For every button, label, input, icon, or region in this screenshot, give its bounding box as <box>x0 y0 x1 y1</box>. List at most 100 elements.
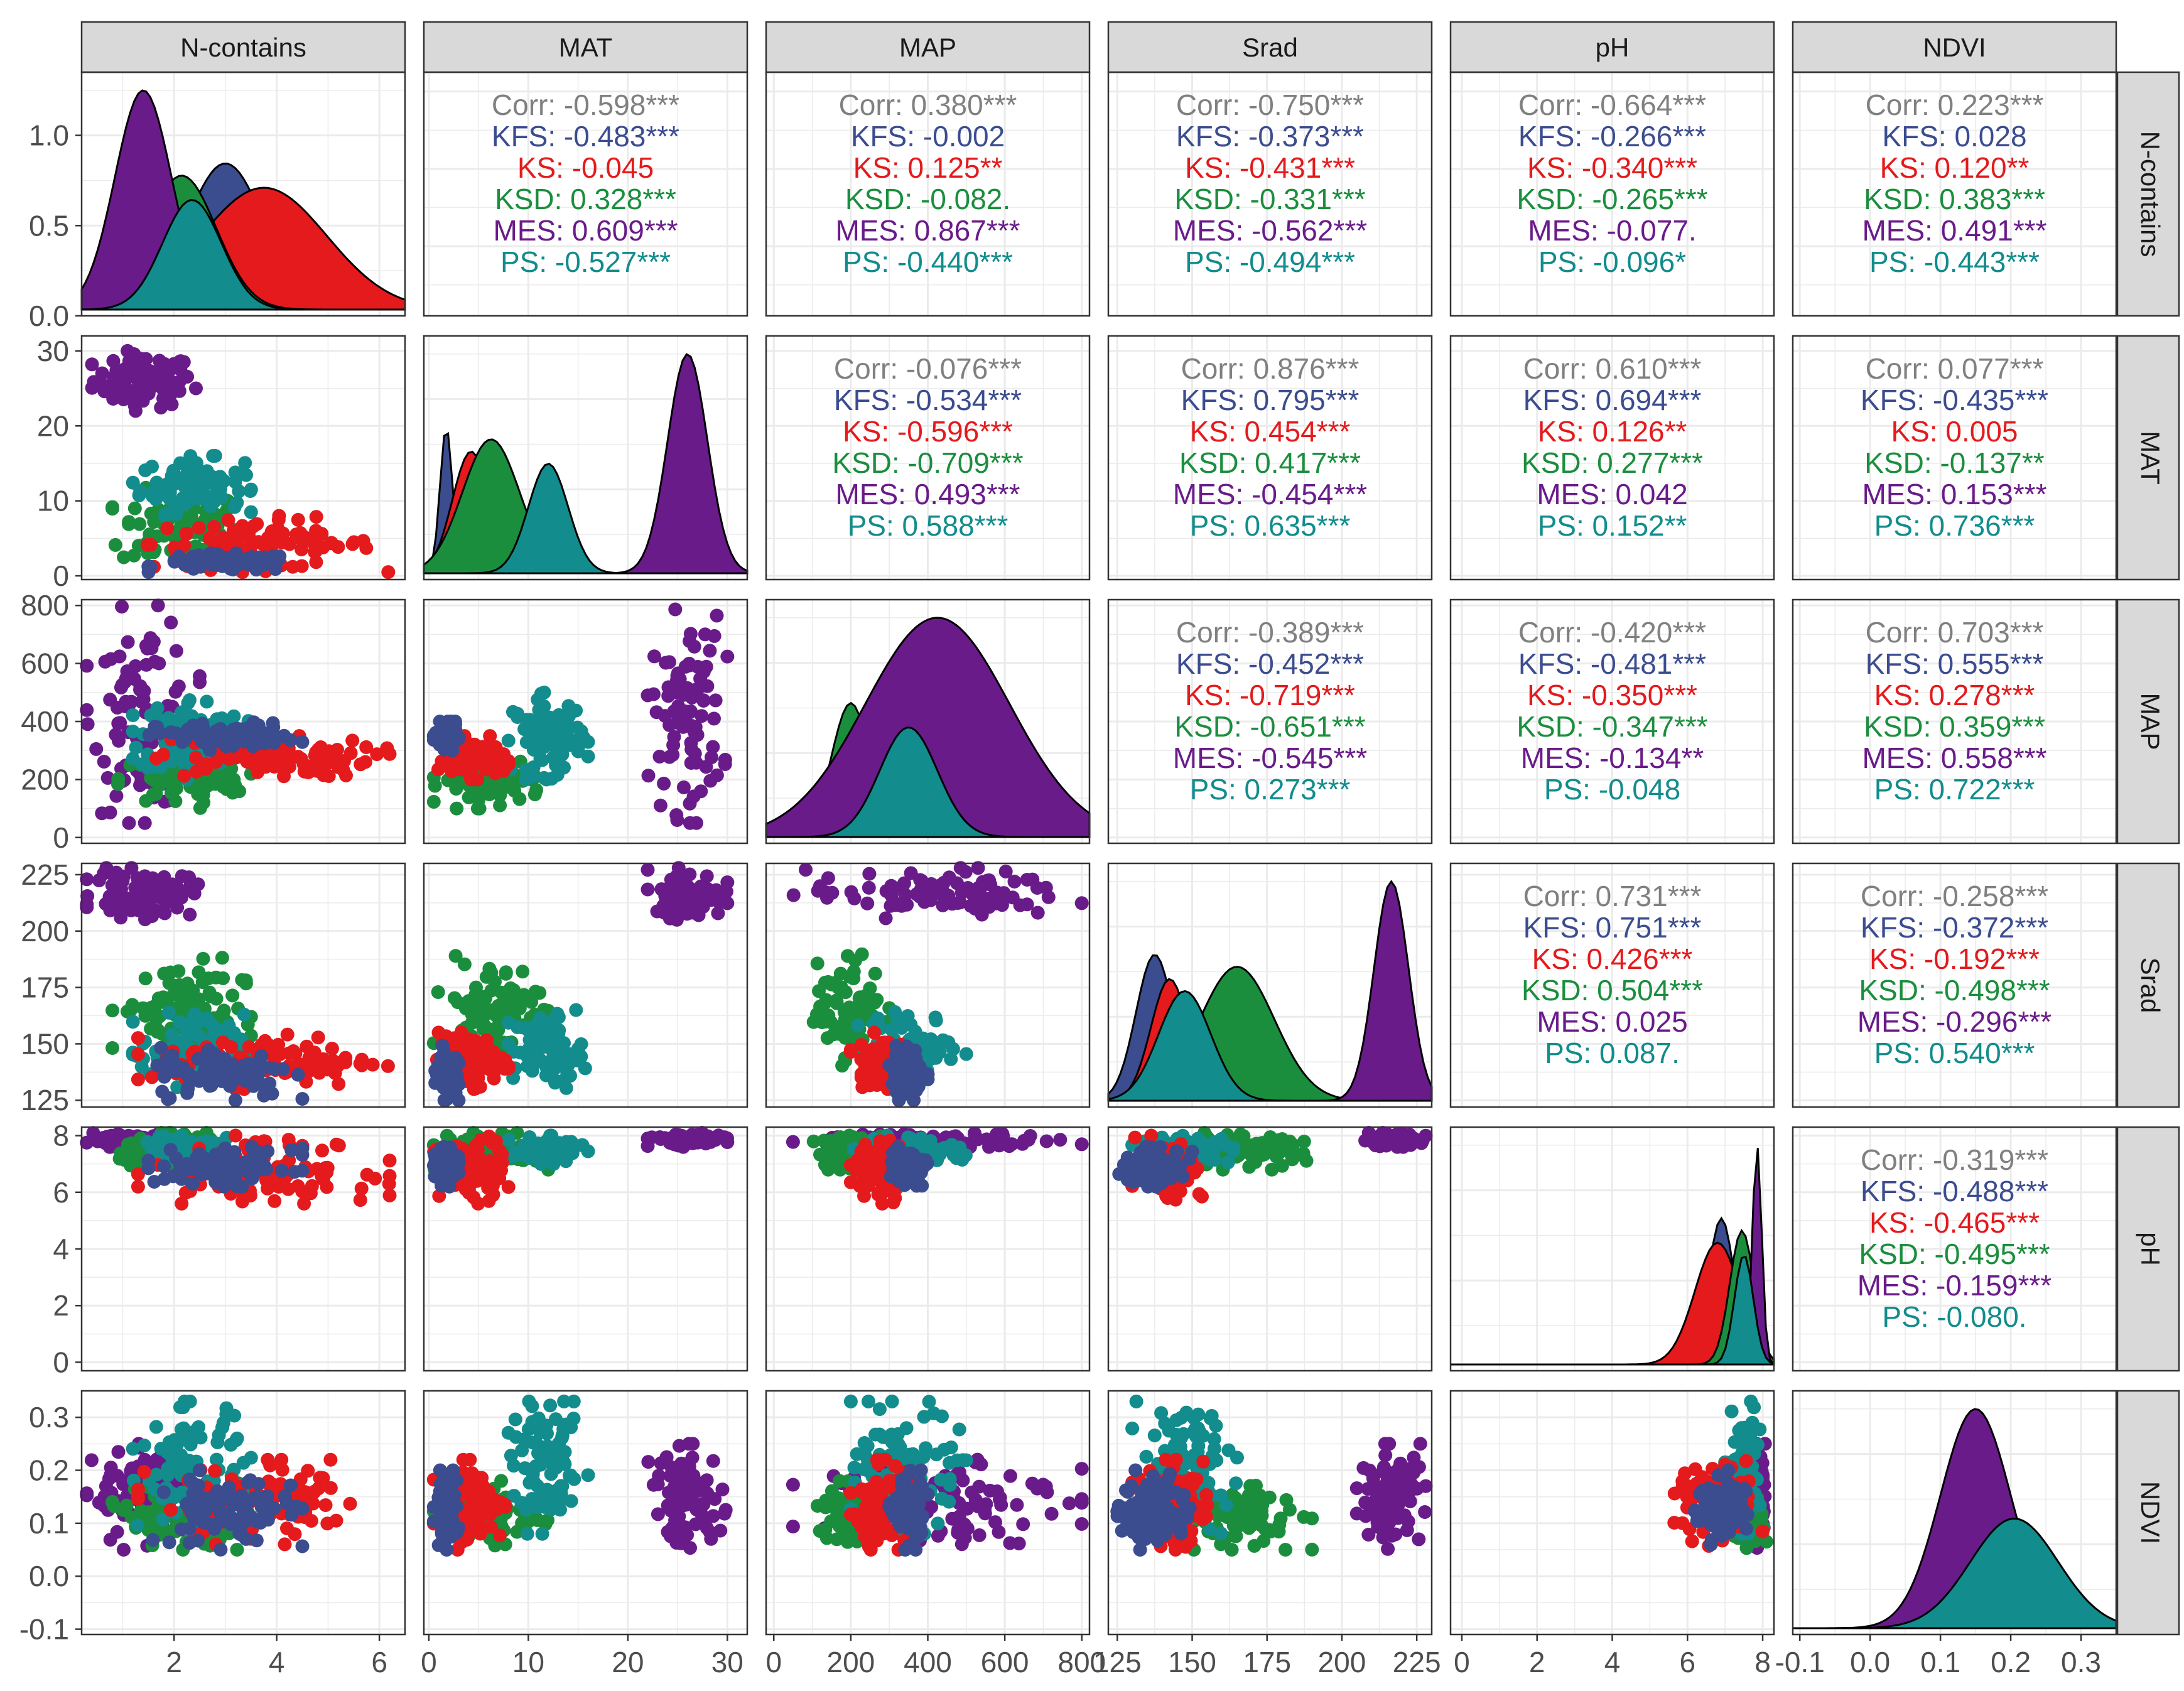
corr-label-mes: MES: -0.454*** <box>1173 478 1367 511</box>
point-ks <box>250 517 264 531</box>
point-ps <box>545 712 560 727</box>
point-mes <box>1025 872 1040 887</box>
corr-label-mes: MES: 0.153*** <box>1862 478 2046 511</box>
corr-label-corr: Corr: -0.664*** <box>1518 89 1706 121</box>
point-ksd <box>216 971 230 985</box>
corr-label-ks: KS: -0.045 <box>517 151 654 184</box>
corr-label-ksd: KSD: -0.331*** <box>1174 183 1365 215</box>
corr-label-ksd: KSD: -0.137** <box>1864 446 2044 479</box>
point-ps <box>182 693 197 707</box>
point-ksd <box>215 951 229 965</box>
point-kfs <box>234 1060 249 1074</box>
point-ks <box>309 745 323 760</box>
point-ksd <box>111 777 125 791</box>
point-ps <box>200 694 214 709</box>
point-mes <box>983 877 998 892</box>
panel-border <box>423 335 749 581</box>
point-ps <box>537 1026 551 1040</box>
corr-label-mes: MES: 0.025 <box>1537 1005 1687 1038</box>
point-ps <box>541 1058 555 1072</box>
point-ksd <box>235 973 249 987</box>
point-kfs <box>908 1150 922 1165</box>
corr-label-ksd: KSD: 0.277*** <box>1522 446 1703 479</box>
point-ps <box>522 770 536 785</box>
point-mes <box>695 709 709 723</box>
point-ks <box>297 1196 311 1211</box>
corr-label-ps: PS: -0.527*** <box>500 246 671 278</box>
corr-label-ks: KS: 0.120** <box>1880 151 2030 184</box>
panel-grid <box>1451 72 1774 316</box>
point-ks <box>354 757 368 772</box>
point-mes <box>657 776 671 791</box>
point-mes <box>169 644 183 658</box>
point-ks <box>359 740 374 754</box>
point-ksd <box>149 1012 164 1027</box>
point-mes <box>696 1130 710 1145</box>
point-mes <box>134 352 149 366</box>
corr-label-corr: Corr: -0.598*** <box>492 89 679 121</box>
corr-label-ksd: KSD: -0.651*** <box>1174 710 1365 743</box>
point-mes <box>786 1135 800 1149</box>
point-ks <box>177 769 192 783</box>
point-kfs <box>295 1164 310 1178</box>
point-ps <box>949 1151 964 1165</box>
point-ksd <box>810 956 824 971</box>
point-ksd <box>450 801 464 816</box>
point-kfs <box>202 730 216 745</box>
point-mes <box>666 748 680 762</box>
point-kfs <box>180 1082 195 1096</box>
corr-label-ks: KS: 0.454*** <box>1190 415 1351 448</box>
point-ps <box>520 1022 534 1037</box>
point-kfs <box>277 729 291 743</box>
point-ps <box>146 485 161 499</box>
point-mes <box>89 742 104 756</box>
point-kfs <box>225 550 239 565</box>
corr-label-ks: KS: -0.350*** <box>1527 679 1697 711</box>
corr-label-corr: Corr: -0.750*** <box>1176 89 1364 121</box>
point-kfs <box>175 1172 189 1186</box>
point-mes <box>152 656 166 671</box>
point-ks <box>308 545 322 559</box>
point-ps <box>889 1019 904 1034</box>
point-ks <box>875 1184 890 1198</box>
point-kfs <box>897 1052 912 1066</box>
point-mes <box>641 688 655 703</box>
point-kfs <box>295 735 310 749</box>
point-ks <box>355 1058 369 1072</box>
point-mes <box>115 600 129 614</box>
point-mes <box>667 910 681 925</box>
scatter-points <box>80 861 395 1108</box>
corr-label-corr: Corr: 0.380*** <box>839 89 1017 121</box>
corr-label-kfs: KFS: -0.002 <box>851 120 1005 153</box>
column-strip <box>1792 21 2117 73</box>
point-mes <box>696 694 711 708</box>
point-ksd <box>499 965 513 980</box>
corr-label-ks: KS: 0.126** <box>1538 415 1687 448</box>
corr-label-ps: PS: -0.494*** <box>1185 246 1355 278</box>
point-mes <box>676 780 691 794</box>
point-mes <box>700 882 715 896</box>
corr-label-ksd: KSD: -0.265*** <box>1516 183 1707 215</box>
point-ks <box>225 533 239 548</box>
corr-label-kfs: KFS: 0.555*** <box>1866 647 2044 680</box>
corr-label-ps: PS: 0.588*** <box>848 509 1008 542</box>
point-kfs <box>895 1157 909 1172</box>
corr-label-kfs: KFS: -0.373*** <box>1176 120 1364 153</box>
point-ps <box>851 1018 865 1032</box>
corr-label-kfs: KFS: -0.452*** <box>1176 647 1364 680</box>
point-mes <box>684 742 699 757</box>
point-ks <box>308 755 323 769</box>
point-mes <box>671 699 686 713</box>
point-ksd <box>504 981 518 995</box>
point-ks <box>268 1194 282 1208</box>
point-ks <box>276 753 291 767</box>
scatter-points <box>426 602 735 830</box>
point-ks <box>345 733 360 748</box>
corr-label-kfs: KFS: -0.481*** <box>1518 647 1706 680</box>
point-kfs <box>173 1157 187 1172</box>
point-ksd <box>868 966 882 981</box>
point-kfs <box>907 1071 922 1086</box>
point-ksd <box>482 961 497 976</box>
point-mes <box>112 649 127 664</box>
point-ps <box>129 740 143 755</box>
